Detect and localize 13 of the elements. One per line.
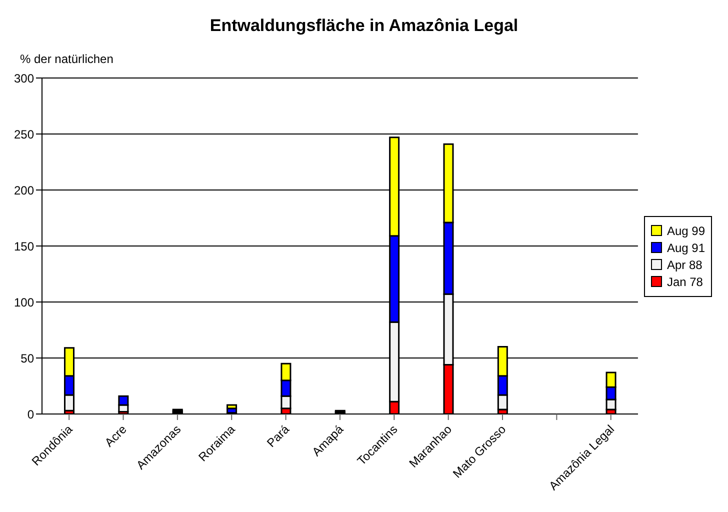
- legend-label: Aug 91: [666, 240, 705, 254]
- y-axis-title: % der natürlichen: [20, 52, 114, 66]
- y-tick-label: 300: [14, 71, 34, 86]
- chart-title: Entwaldungsfläche in Amazônia Legal: [208, 16, 520, 36]
- y-tick-label: 50: [20, 351, 34, 366]
- legend-label: Jan 78: [666, 274, 703, 288]
- y-tick-label: 100: [14, 295, 34, 310]
- y-tick-label: 200: [14, 183, 34, 198]
- y-tick-label: 150: [14, 239, 34, 254]
- y-tick-label: 0: [27, 407, 34, 422]
- y-tick-label: 250: [14, 127, 34, 142]
- legend-label: Aug 99: [666, 224, 705, 238]
- legend-label: Apr 88: [666, 258, 702, 272]
